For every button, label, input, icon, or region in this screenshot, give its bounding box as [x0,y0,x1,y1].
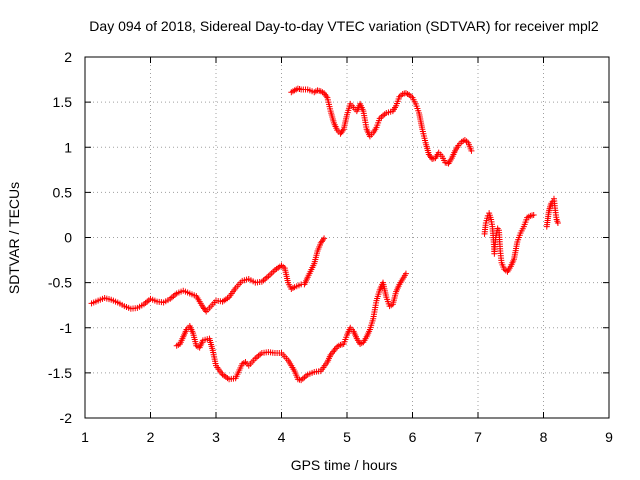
series-arc-5 [543,195,561,230]
y-tick-label: 1 [64,139,72,155]
x-tick-label: 2 [147,429,155,445]
series-arc-1 [88,235,328,315]
x-tick-label: 8 [540,429,548,445]
y-tick-label: -2 [60,410,73,426]
data-point [321,235,328,242]
data-point [530,211,537,218]
chart-title: Day 094 of 2018, Sidereal Day-to-day VTE… [89,18,599,34]
y-tick-label: 1.5 [53,94,73,110]
y-tick-label: -0.5 [48,275,72,291]
y-tick-label: 0 [64,230,72,246]
y-axis-label: SDTVAR / TECUs [6,182,22,294]
data-point [554,220,561,227]
x-tick-label: 6 [409,429,417,445]
axis-tick-labels: 1 2 3 4 5 6 7 8 9 -2 -1.5 -1 -0.5 0 0.5 1 1.5 2 [48,49,613,445]
y-tick-label: -1 [60,320,73,336]
y-tick-label: 2 [64,49,72,65]
x-tick-label: 4 [278,429,286,445]
series-arc-3 [288,85,475,167]
x-tick-label: 3 [212,429,220,445]
x-tick-label: 1 [81,429,89,445]
y-tick-label: 0.5 [53,184,73,200]
y-tick-label: -1.5 [48,365,72,381]
plot-frame [84,56,610,419]
data-points [88,85,561,384]
data-point [402,270,409,277]
data-point [468,147,475,154]
series-arc-2 [173,270,409,384]
x-tick-label: 9 [605,429,613,445]
x-tick-label: 7 [474,429,482,445]
series-arc-4 [481,210,537,275]
x-axis-label: GPS time / hours [291,457,398,473]
x-tick-label: 5 [343,429,351,445]
